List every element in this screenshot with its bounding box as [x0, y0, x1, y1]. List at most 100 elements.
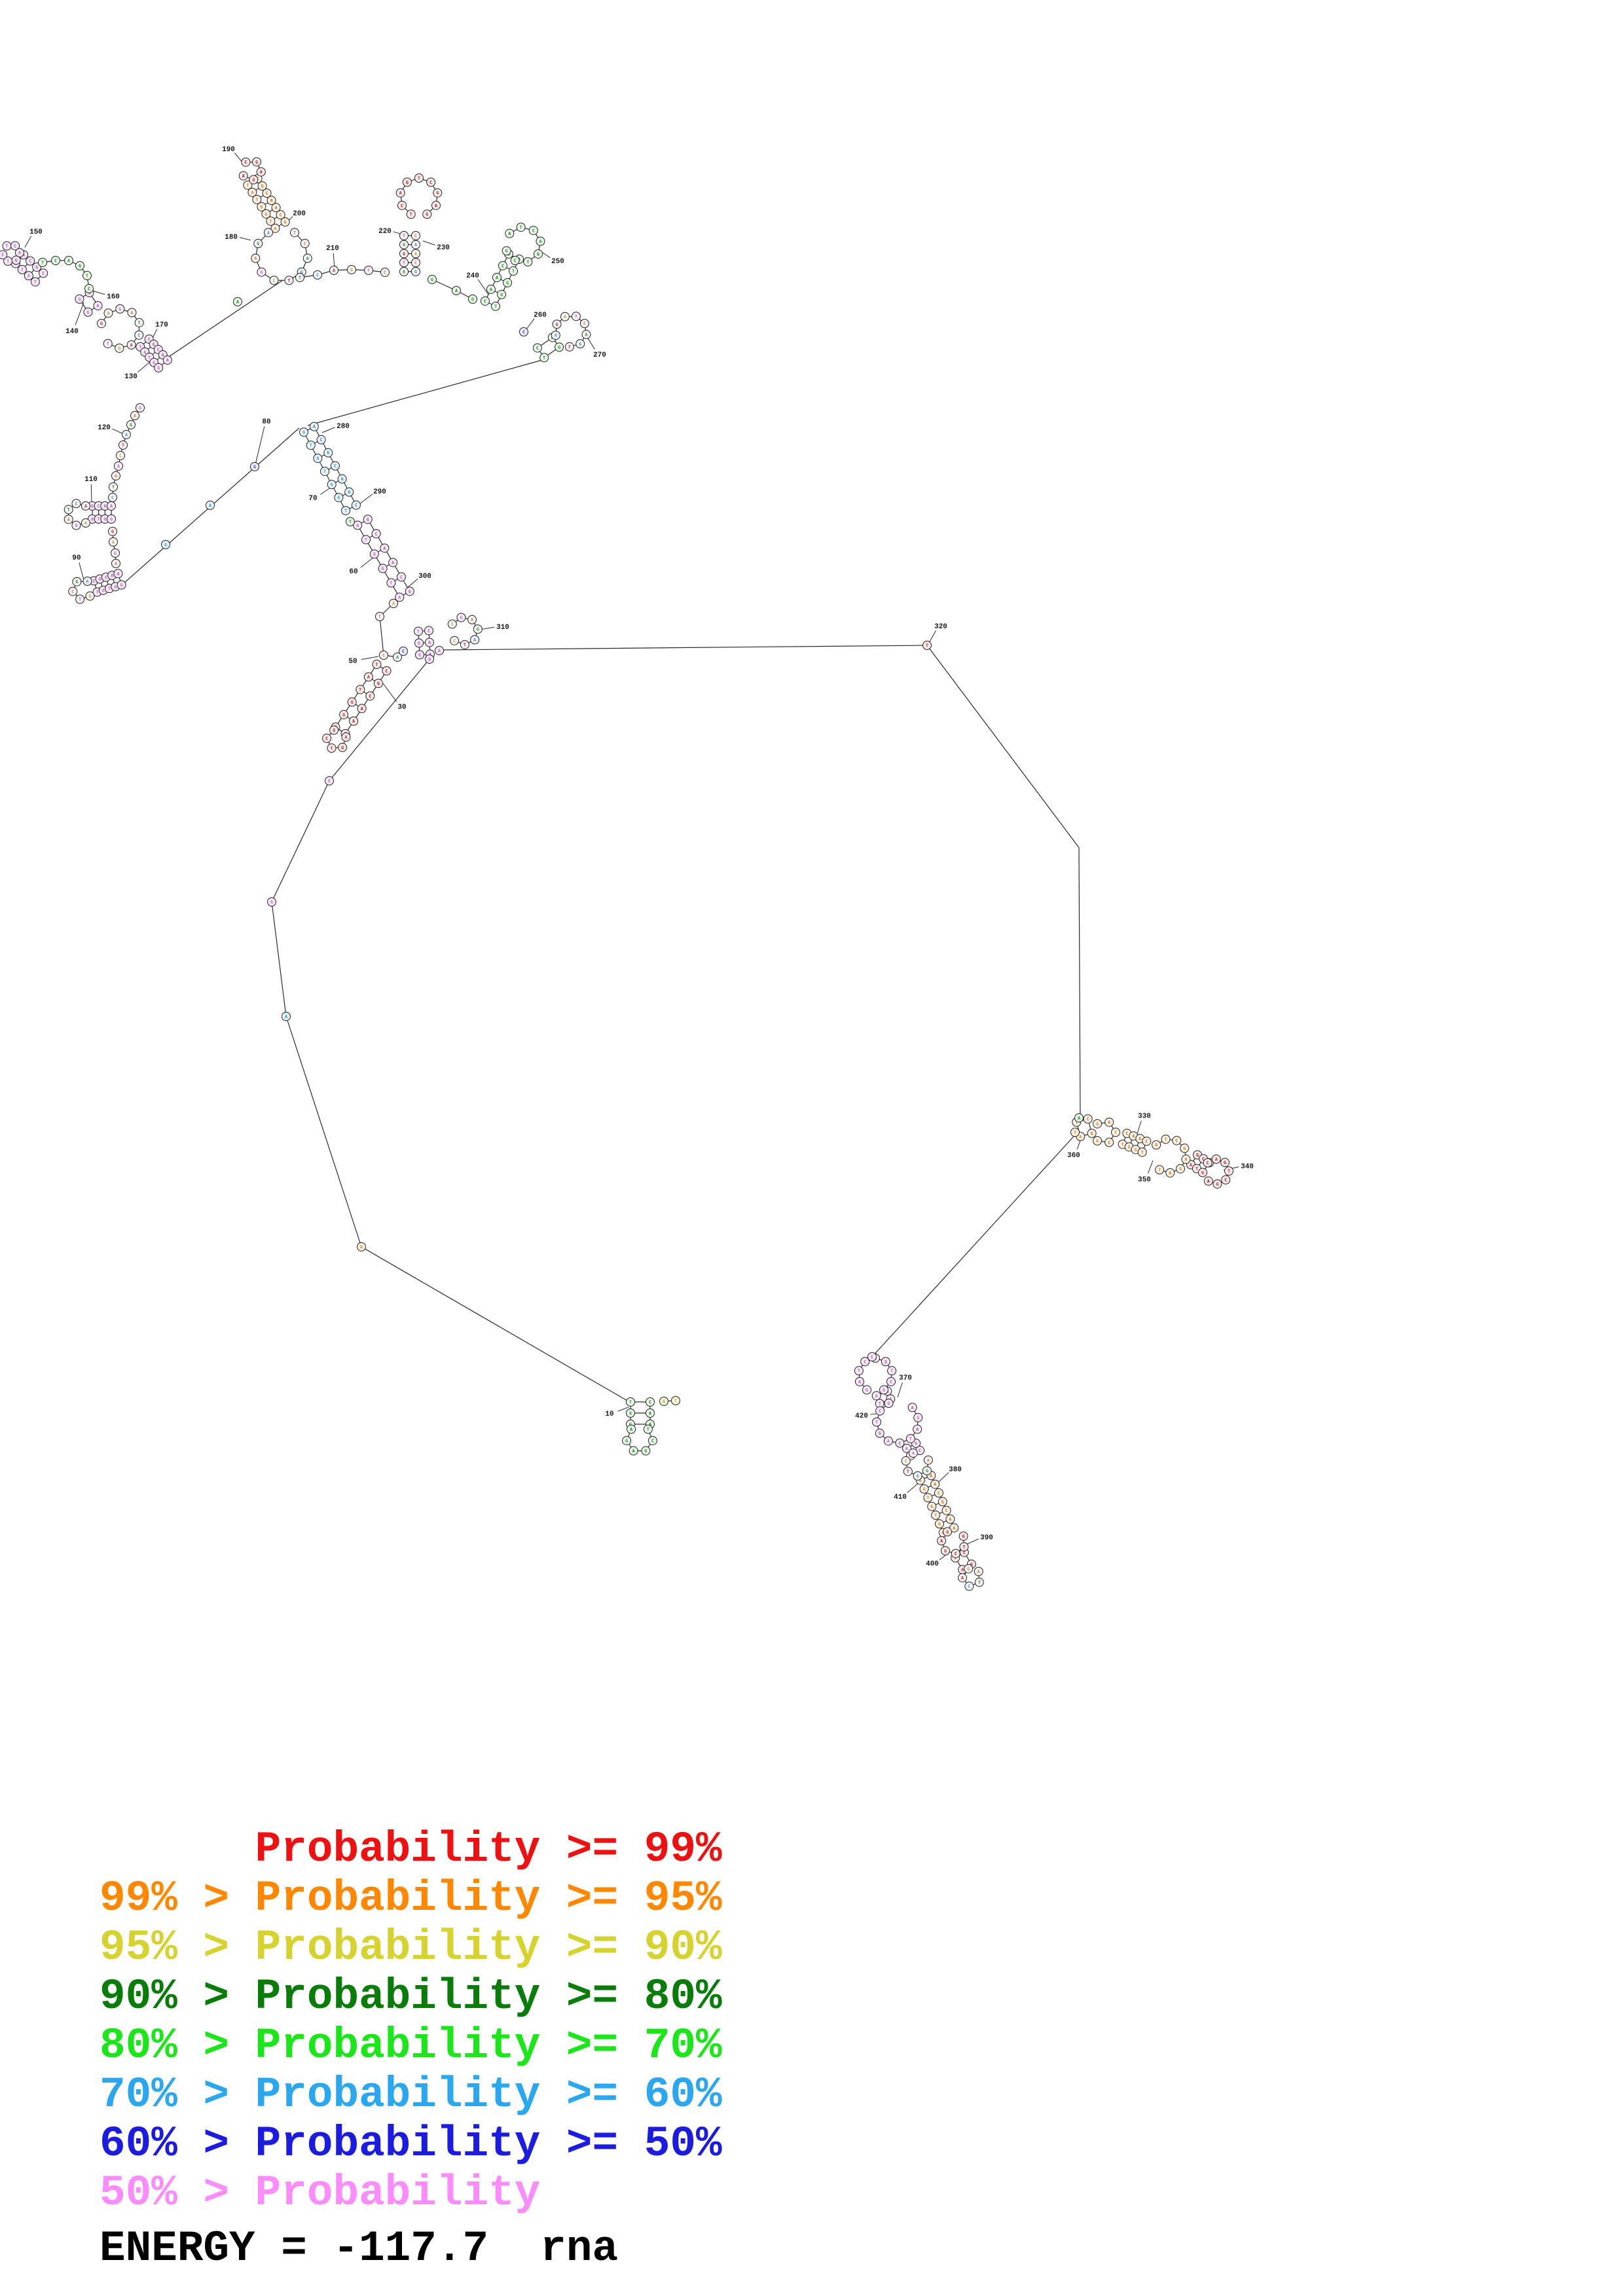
base-letter: T [1195, 1166, 1198, 1172]
base-circle [422, 209, 432, 219]
base-letter: G [506, 280, 509, 285]
base-letter: G [558, 345, 560, 350]
base-circle [934, 1488, 943, 1498]
base-letter: T [112, 484, 115, 490]
base-letter: T [330, 745, 333, 751]
base-letter: T [79, 597, 81, 602]
base-circle [251, 253, 261, 263]
legend-line-70: 80% > Probability >= 70% [100, 2021, 722, 2070]
base-letter: A [274, 206, 278, 211]
base-circle [111, 471, 120, 480]
base-letter: A [134, 413, 137, 418]
base-letter: A [333, 268, 336, 273]
base-letter: C [157, 348, 160, 353]
base-circle [113, 569, 123, 579]
base-letter: A [977, 1569, 981, 1574]
base-number-label: 250 [551, 258, 564, 266]
base-letter: A [67, 517, 71, 522]
base-number-label: 240 [466, 272, 479, 280]
base-circle [295, 273, 304, 282]
base-circle [860, 1357, 870, 1367]
base-letter: A [916, 1427, 919, 1432]
base-circle [51, 256, 60, 265]
base-letter: A [91, 516, 94, 522]
base-circle [575, 339, 585, 349]
base-circle [262, 188, 272, 198]
base-letter: A [267, 230, 270, 236]
base-circle [468, 295, 477, 304]
base-circle [109, 482, 118, 492]
base-circle [126, 420, 136, 429]
base-letter: C [385, 668, 388, 673]
backbone-line [541, 251, 551, 259]
backbone-line [239, 237, 251, 241]
base-letter: G [360, 1244, 363, 1249]
base-circle [1211, 1155, 1221, 1164]
base-circle [945, 1515, 955, 1524]
base-letter: T [1114, 1130, 1117, 1135]
backbone-line [90, 484, 92, 505]
base-letter: C [968, 1584, 970, 1589]
base-letter: T [41, 260, 44, 265]
base-letter: T [1228, 1169, 1230, 1174]
base-number-label: 50 [348, 658, 357, 666]
base-letter: C [514, 258, 517, 263]
base-letter: T [349, 519, 352, 524]
base-circle [1203, 1158, 1213, 1168]
base-letter: C [304, 241, 306, 246]
base-circle [282, 1012, 291, 1021]
base-circle [252, 194, 262, 204]
base-circle [555, 342, 564, 352]
base-circle [373, 679, 383, 689]
base-number-label: 30 [397, 704, 406, 711]
legend-line-under50: 50% > Probability [100, 2168, 541, 2217]
base-number-label: 320 [934, 623, 947, 631]
base-circle [26, 256, 35, 266]
base-circle [206, 501, 215, 510]
base-letter: T [926, 643, 928, 648]
base-circle [116, 451, 125, 460]
base-circle [919, 1484, 929, 1494]
backbone-line [307, 359, 545, 426]
base-number-label: 130 [124, 373, 137, 381]
base-letter: T [299, 275, 301, 280]
base-circle [560, 312, 570, 321]
base-letter: G [1155, 1143, 1158, 1148]
base-circle [1180, 1143, 1190, 1153]
backbone-line [24, 236, 32, 248]
base-letter: G [103, 516, 106, 522]
base-letter: A [340, 476, 344, 482]
base-letter: T [978, 1580, 981, 1585]
base-letter: A [1169, 1170, 1172, 1175]
backbone-line [320, 487, 331, 495]
base-letter: G [100, 321, 103, 327]
base-letter: G [1196, 1153, 1199, 1158]
base-letter: G [946, 1530, 949, 1535]
base-letter: A [306, 256, 310, 261]
base-circle [0, 250, 8, 260]
base-letter: G [970, 1562, 973, 1567]
base-circle [941, 1505, 951, 1515]
base-letter: G [157, 365, 160, 370]
base-circle [267, 897, 276, 906]
base-circle [71, 520, 81, 530]
base-circle [30, 277, 40, 287]
base-circle [327, 743, 337, 753]
base-circle [323, 448, 333, 457]
base-circle [320, 467, 330, 476]
base-circle [10, 241, 20, 251]
base-letter: T [378, 614, 381, 619]
backbone-line [271, 901, 287, 1017]
base-letter: A [917, 1473, 920, 1479]
base-circle [397, 200, 407, 210]
backbone-line [285, 1016, 362, 1247]
base-letter: C [384, 270, 386, 275]
base-circle [38, 258, 47, 267]
base-letter: C [98, 503, 100, 509]
base-letter: A [1184, 1157, 1188, 1162]
base-letter: G [555, 322, 558, 327]
backbone-line [617, 1407, 629, 1412]
base-letter: G [418, 653, 421, 658]
base-circle [503, 278, 513, 288]
base-circle [363, 672, 373, 682]
